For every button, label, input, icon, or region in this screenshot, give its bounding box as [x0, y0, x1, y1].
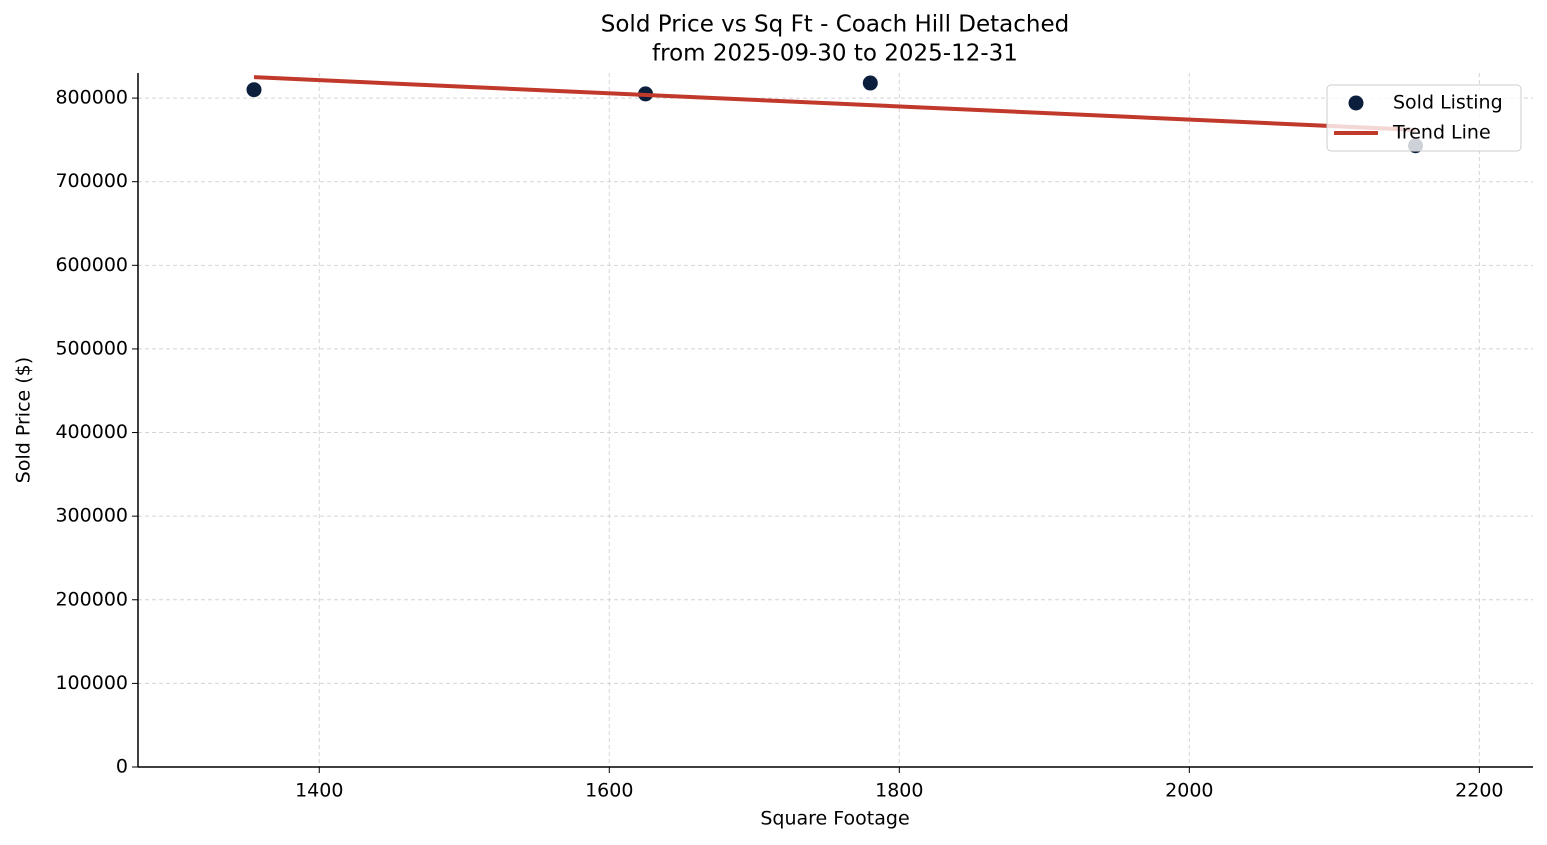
y-tick-label: 400000 — [55, 421, 128, 443]
chart-subtitle: from 2025-09-30 to 2025-12-31 — [652, 41, 1018, 67]
y-tick-label: 500000 — [55, 337, 128, 359]
legend-label: Trend Line — [1392, 122, 1491, 144]
x-tick-label: 1600 — [585, 780, 633, 802]
data-point — [862, 75, 878, 91]
x-axis-label: Square Footage — [760, 808, 909, 830]
y-tick-label: 700000 — [55, 170, 128, 192]
y-axis-label: Sold Price ($) — [13, 357, 35, 483]
y-tick-label: 600000 — [55, 254, 128, 276]
y-tick-label: 0 — [116, 756, 128, 778]
y-tick-label: 300000 — [55, 505, 128, 527]
y-tick-label: 100000 — [55, 672, 128, 694]
x-tick-label: 2200 — [1455, 780, 1503, 802]
x-tick-label: 2000 — [1165, 780, 1213, 802]
y-tick-label: 200000 — [55, 588, 128, 610]
trend-line — [253, 75, 1416, 132]
x-tick-label: 1800 — [875, 780, 923, 802]
legend-label: Sold Listing — [1393, 92, 1503, 114]
chart-title: Sold Price vs Sq Ft - Coach Hill Detache… — [601, 12, 1069, 38]
x-tick-label: 1400 — [295, 780, 343, 802]
legend-marker — [1348, 95, 1364, 111]
y-tick-label: 800000 — [55, 87, 128, 109]
data-point — [246, 82, 262, 98]
